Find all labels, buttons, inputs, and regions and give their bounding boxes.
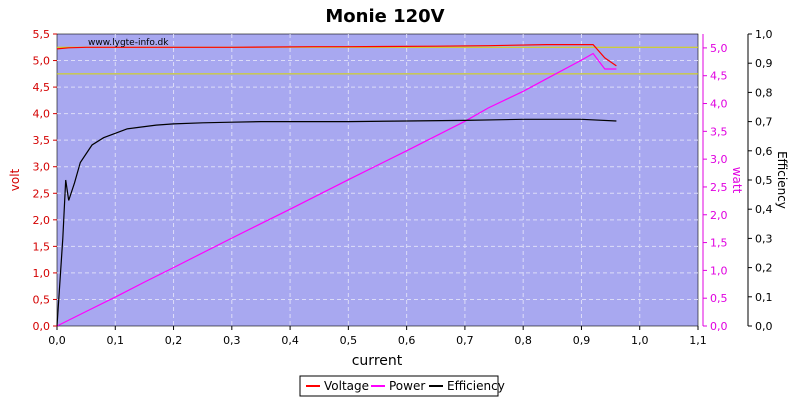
grid bbox=[57, 34, 698, 326]
x-tick-label: 0,8 bbox=[514, 334, 532, 347]
watt-tick-label: 0,0 bbox=[710, 320, 728, 333]
efficiency-tick-label: 0,0 bbox=[755, 320, 773, 333]
legend-box bbox=[299, 375, 499, 397]
x-tick-label: 0,9 bbox=[573, 334, 591, 347]
efficiency-tick-label: 1,0 bbox=[755, 28, 773, 41]
left-tick-label: 1,5 bbox=[33, 240, 51, 253]
left-tick-label: 2,0 bbox=[33, 214, 51, 227]
left-tick-label: 4,0 bbox=[33, 108, 51, 121]
axes-group: 0,0 0,1 0,2 0,3 0,4 0,5 0,6 0,7 0,8 0,9 1,0 1,10,00… bbox=[8, 28, 789, 347]
left-tick-label: 3,0 bbox=[33, 161, 51, 174]
watt-axis-label: watt bbox=[730, 167, 744, 194]
series-line-power bbox=[56, 52, 617, 327]
left-tick-label: 4,5 bbox=[33, 81, 51, 94]
efficiency-tick-label: 0,4 bbox=[755, 203, 773, 216]
x-tick-label: 0,6 bbox=[398, 334, 416, 347]
watt-tick-label: 4,5 bbox=[710, 70, 728, 83]
efficiency-tick-label: 0,7 bbox=[755, 116, 773, 129]
x-tick-label: 0,1 bbox=[107, 334, 125, 347]
efficiency-tick-label: 0,8 bbox=[755, 86, 773, 99]
x-tick-label: 0,7 bbox=[456, 334, 474, 347]
legend-label: Efficiency bbox=[447, 379, 505, 393]
legend-label: Power bbox=[389, 379, 425, 393]
watt-tick-label: 5,0 bbox=[710, 42, 728, 55]
left-tick-label: 2,5 bbox=[33, 187, 51, 200]
efficiency-tick-label: 0,5 bbox=[755, 174, 773, 187]
x-tick-label: 0,4 bbox=[281, 334, 299, 347]
efficiency-tick-label: 0,6 bbox=[755, 145, 773, 158]
watt-tick-label: 1,5 bbox=[710, 237, 728, 250]
watt-tick-label: 0,5 bbox=[710, 292, 728, 305]
watt-tick-label: 3,5 bbox=[710, 125, 728, 138]
left-tick-label: 5,5 bbox=[33, 28, 51, 41]
efficiency-tick-label: 0,1 bbox=[755, 291, 773, 304]
left-tick-label: 0,5 bbox=[33, 293, 51, 306]
left-tick-label: 0,0 bbox=[33, 320, 51, 333]
watt-tick-label: 2,5 bbox=[710, 181, 728, 194]
left-tick-label: 3,5 bbox=[33, 134, 51, 147]
left-tick-label: 5,0 bbox=[33, 55, 51, 68]
series-group bbox=[56, 43, 617, 327]
efficiency-tick-label: 0,3 bbox=[755, 232, 773, 245]
plot-area bbox=[56, 33, 699, 327]
watt-tick-label: 3,0 bbox=[710, 153, 728, 166]
x-tick-label: 0,0 bbox=[48, 334, 66, 347]
watt-tick-label: 1,0 bbox=[710, 264, 728, 277]
watermark: www.lygte-info.dk bbox=[88, 38, 169, 48]
x-tick-label: 0,5 bbox=[340, 334, 358, 347]
left-axis-label: volt bbox=[8, 168, 22, 191]
watt-tick-label: 2,0 bbox=[710, 209, 728, 222]
efficiency-tick-label: 0,9 bbox=[755, 57, 773, 70]
x-tick-label: 0,3 bbox=[223, 334, 241, 347]
chart-title: Monie 120V bbox=[325, 6, 444, 27]
left-tick-label: 1,0 bbox=[33, 267, 51, 280]
efficiency-tick-label: 0,2 bbox=[755, 262, 773, 275]
x-tick-label: 1,1 bbox=[689, 334, 707, 347]
series-line-efficiency bbox=[56, 118, 617, 327]
watt-tick-label: 4,0 bbox=[710, 98, 728, 111]
series-line-voltage bbox=[56, 43, 617, 67]
x-axis-label: current bbox=[352, 353, 403, 369]
legend: Voltage Power Efficiency bbox=[299, 375, 505, 397]
legend-label: Voltage bbox=[324, 379, 369, 393]
x-tick-label: 1,0 bbox=[631, 334, 649, 347]
x-tick-label: 0,2 bbox=[165, 334, 183, 347]
efficiency-axis-label: Efficiency bbox=[775, 151, 789, 209]
